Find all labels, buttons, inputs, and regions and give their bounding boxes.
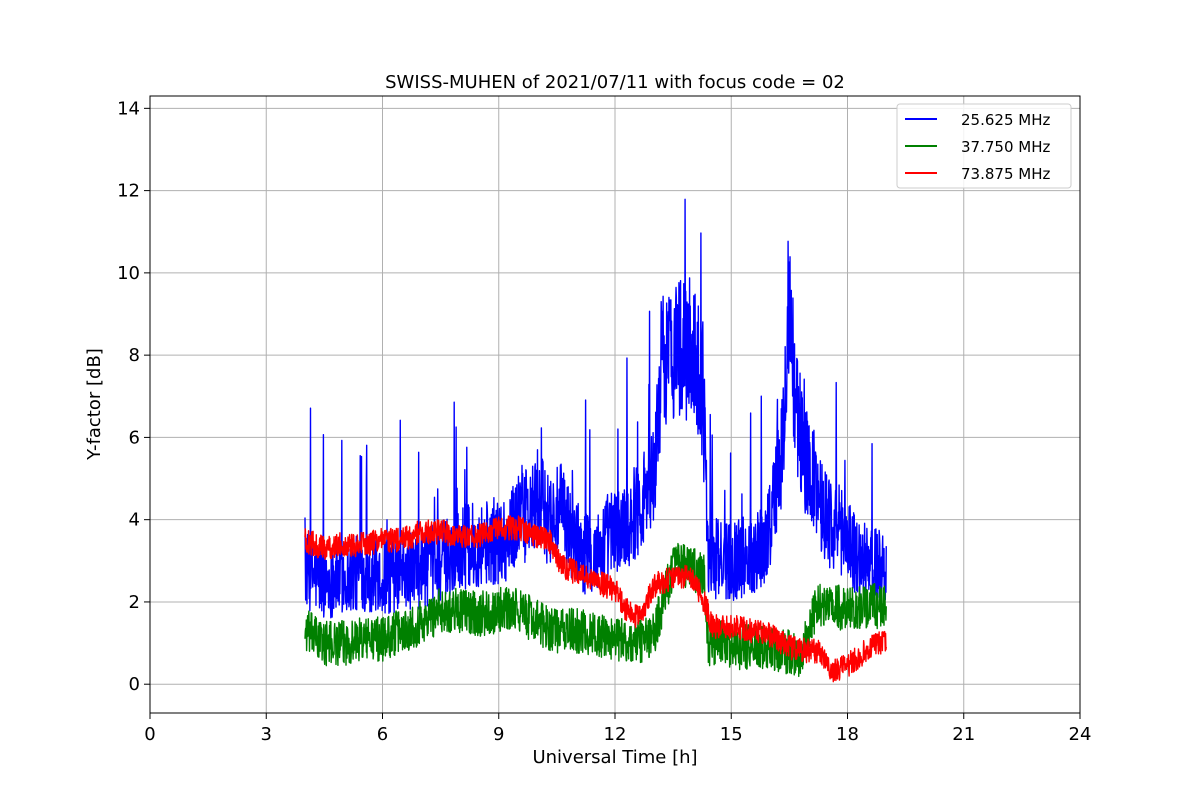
x-tick-label: 15 <box>720 724 743 745</box>
x-tick-label: 0 <box>144 724 155 745</box>
x-tick-label: 3 <box>261 724 272 745</box>
chart-title: SWISS-MUHEN of 2021/07/11 with focus cod… <box>385 72 845 93</box>
y-axis-label: Y-factor [dB] <box>84 348 105 461</box>
x-tick-label: 21 <box>952 724 975 745</box>
legend-label: 25.625 MHz <box>961 111 1050 129</box>
y-tick-label: 4 <box>129 510 140 531</box>
x-tick-label: 24 <box>1069 724 1092 745</box>
y-tick-label: 6 <box>129 427 140 448</box>
series-line-3 <box>304 515 887 683</box>
series-group <box>304 198 887 683</box>
legend-label: 37.750 MHz <box>961 138 1050 156</box>
y-tick-label: 14 <box>117 98 140 119</box>
y-tick-label: 8 <box>129 345 140 366</box>
series-line-1 <box>304 198 887 619</box>
grid <box>149 96 1081 713</box>
x-tick-label: 9 <box>493 724 504 745</box>
legend-box <box>896 103 1072 189</box>
y-tick-label: 2 <box>129 592 140 613</box>
y-tick-label: 0 <box>129 674 140 695</box>
legend: 25.625 MHz 37.750 MHz 73.875 MHz <box>896 103 1072 189</box>
x-axis-label: Universal Time [h] <box>532 747 697 768</box>
x-tick-label: 18 <box>836 724 859 745</box>
x-tick-label: 12 <box>604 724 627 745</box>
y-tick-label: 10 <box>117 263 140 284</box>
y-tick-label: 12 <box>117 181 140 202</box>
legend-label: 73.875 MHz <box>961 165 1050 183</box>
x-tick-label: 6 <box>377 724 388 745</box>
